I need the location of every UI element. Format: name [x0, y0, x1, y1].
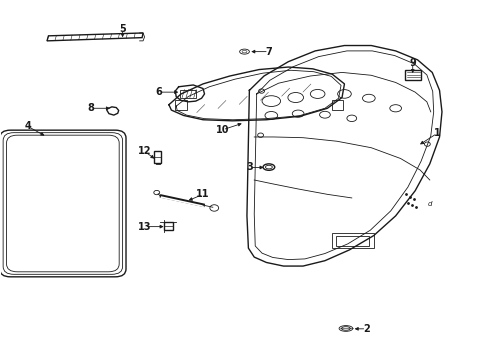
- Bar: [331, 233, 373, 248]
- Text: 2: 2: [362, 324, 369, 334]
- Text: 5: 5: [119, 24, 126, 35]
- Bar: [335, 235, 368, 246]
- Text: d: d: [427, 201, 431, 207]
- Text: 4: 4: [24, 121, 31, 131]
- Text: 11: 11: [196, 189, 209, 199]
- Bar: [405, 70, 420, 80]
- Bar: [180, 90, 195, 98]
- Bar: [163, 222, 172, 230]
- Text: 7: 7: [265, 46, 272, 57]
- Text: 8: 8: [87, 103, 94, 113]
- Bar: [331, 100, 342, 111]
- Text: 6: 6: [156, 87, 162, 97]
- Bar: [175, 100, 187, 111]
- Text: 1: 1: [433, 129, 440, 138]
- Bar: [154, 151, 161, 163]
- Text: 10: 10: [215, 125, 229, 135]
- Text: 13: 13: [138, 222, 151, 231]
- Text: 3: 3: [245, 162, 252, 172]
- Text: 9: 9: [408, 58, 415, 68]
- Text: 12: 12: [138, 146, 151, 156]
